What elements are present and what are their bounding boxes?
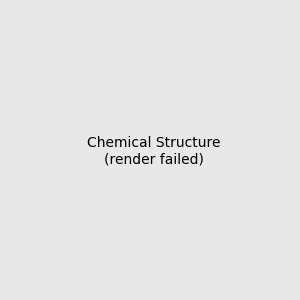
Text: Chemical Structure
(render failed): Chemical Structure (render failed)	[87, 136, 220, 166]
